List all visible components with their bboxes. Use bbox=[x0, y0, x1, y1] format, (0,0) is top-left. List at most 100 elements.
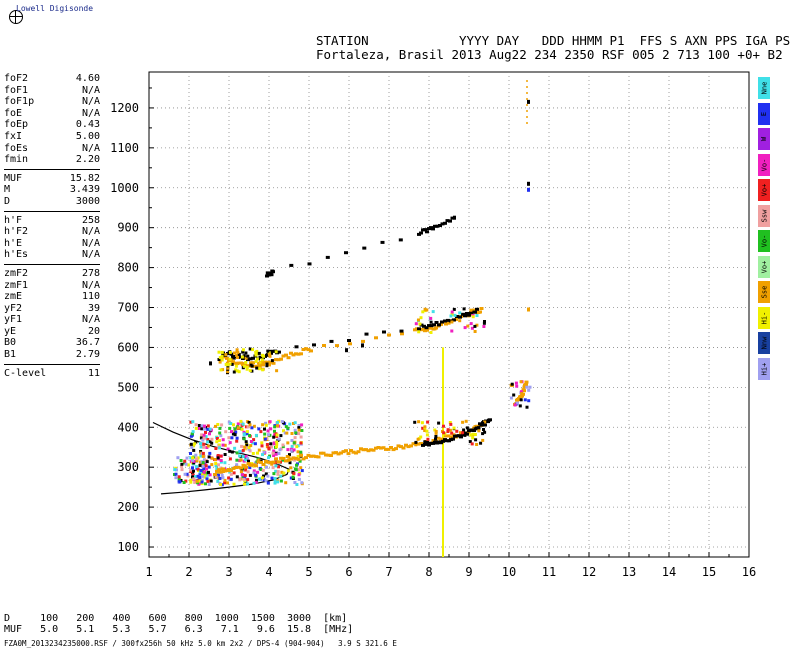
param-label: yF1 bbox=[4, 314, 23, 326]
trace-point bbox=[380, 240, 385, 244]
echo-point bbox=[262, 474, 266, 478]
echo-point bbox=[297, 477, 301, 481]
echo-point bbox=[191, 473, 195, 477]
trace-point bbox=[455, 429, 459, 433]
legend-label: Hi- bbox=[760, 311, 769, 324]
echo-point bbox=[260, 444, 264, 448]
trace-point bbox=[444, 322, 448, 326]
trace-point bbox=[520, 394, 524, 398]
echo-point bbox=[229, 422, 233, 425]
legend-swatch: Hi+ bbox=[758, 357, 770, 380]
trace-point bbox=[240, 355, 244, 359]
y-tick-label: 100 bbox=[117, 540, 139, 554]
trace-point bbox=[469, 308, 473, 312]
legend-swatch: Ssw bbox=[758, 204, 770, 227]
echo-point bbox=[267, 456, 270, 460]
echo-point bbox=[279, 474, 283, 478]
echo-point bbox=[189, 456, 193, 460]
trace-point bbox=[306, 348, 311, 352]
y-tick-label: 700 bbox=[117, 301, 139, 315]
echo-point bbox=[248, 449, 252, 453]
trace-point bbox=[255, 366, 259, 370]
trace-point bbox=[344, 449, 348, 453]
echo-point bbox=[197, 427, 201, 430]
trace-point bbox=[525, 405, 529, 409]
param-value: N/A bbox=[81, 226, 100, 238]
echo-point bbox=[262, 478, 266, 482]
param-label: foEp bbox=[4, 119, 29, 131]
echo-point bbox=[238, 426, 242, 430]
trace-point bbox=[257, 363, 261, 367]
legend-label: Vo- bbox=[760, 234, 769, 248]
echo-point bbox=[202, 433, 206, 437]
trace-point bbox=[389, 446, 393, 449]
trace-point bbox=[275, 369, 279, 373]
trace-point bbox=[477, 429, 481, 433]
trace-point bbox=[425, 433, 429, 437]
echo-point bbox=[200, 436, 203, 440]
legend-label: Nnw bbox=[760, 336, 769, 350]
trace-point bbox=[470, 442, 474, 446]
echo-point bbox=[272, 454, 276, 457]
echo-point bbox=[204, 435, 208, 439]
echo-point bbox=[270, 445, 274, 449]
trace-point bbox=[217, 358, 221, 361]
trace-point bbox=[471, 436, 475, 440]
trace-point bbox=[304, 347, 308, 351]
trace-point bbox=[431, 327, 436, 331]
trace-point bbox=[234, 364, 238, 368]
echo-point bbox=[202, 475, 206, 479]
echo-point bbox=[216, 456, 220, 460]
param-label: MUF bbox=[4, 172, 23, 184]
echo-point bbox=[240, 468, 244, 472]
param-label: M bbox=[4, 184, 11, 196]
echo-point bbox=[204, 464, 208, 468]
echo-point bbox=[230, 450, 234, 454]
trace-point bbox=[409, 444, 413, 448]
trace-point bbox=[427, 443, 431, 447]
echo-point bbox=[194, 465, 198, 469]
param-value: 0.43 bbox=[75, 119, 100, 131]
trace-point bbox=[226, 363, 230, 367]
trace-point bbox=[458, 315, 462, 319]
trace-point bbox=[359, 447, 363, 451]
trace-point bbox=[228, 357, 232, 361]
echo-point bbox=[250, 426, 254, 430]
echo-point bbox=[206, 424, 210, 428]
echo-point bbox=[217, 443, 221, 447]
echo-point bbox=[174, 472, 178, 476]
echo-point bbox=[290, 432, 294, 435]
echo-point bbox=[266, 474, 270, 478]
trace-point bbox=[291, 353, 296, 357]
echo-point bbox=[201, 451, 205, 455]
echo-point bbox=[527, 307, 530, 312]
param-value: 15.82 bbox=[69, 172, 100, 184]
trace-point bbox=[514, 381, 518, 385]
x-tick-label: 6 bbox=[345, 565, 352, 579]
echo-point bbox=[178, 480, 182, 484]
trace-point bbox=[379, 446, 383, 450]
echo-point bbox=[216, 479, 220, 483]
trace-point bbox=[432, 323, 436, 327]
echo-point bbox=[230, 430, 233, 434]
echo-point bbox=[249, 444, 253, 448]
trace-point bbox=[276, 460, 281, 464]
echo-point bbox=[269, 271, 272, 276]
echo-point bbox=[257, 458, 261, 462]
trace-point bbox=[399, 329, 404, 333]
trace-point bbox=[246, 354, 250, 358]
trace-point bbox=[452, 318, 456, 322]
param-row: foE N/A bbox=[4, 108, 100, 120]
echo-point bbox=[272, 435, 276, 439]
echo-point bbox=[252, 438, 256, 442]
echo-point bbox=[200, 482, 204, 486]
echo-point bbox=[259, 430, 263, 434]
echo-point bbox=[202, 427, 206, 431]
echo-point bbox=[186, 474, 190, 478]
param-label: foEs bbox=[4, 142, 29, 154]
echo-point bbox=[273, 478, 277, 482]
trace-point bbox=[215, 469, 219, 473]
echo-point bbox=[243, 482, 246, 486]
trace-point bbox=[234, 368, 238, 372]
trace-point bbox=[424, 326, 429, 330]
